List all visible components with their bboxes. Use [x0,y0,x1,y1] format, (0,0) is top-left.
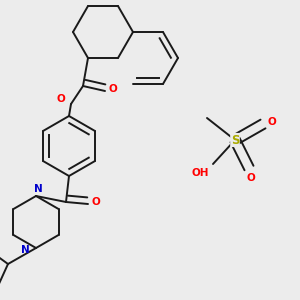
Text: O: O [268,117,277,127]
Text: O: O [109,84,118,94]
Text: O: O [247,173,255,183]
Text: N: N [34,184,42,194]
Text: OH: OH [191,168,209,178]
Text: O: O [56,94,65,104]
Text: S: S [231,134,239,146]
Text: O: O [92,197,101,207]
Text: N: N [21,245,30,255]
